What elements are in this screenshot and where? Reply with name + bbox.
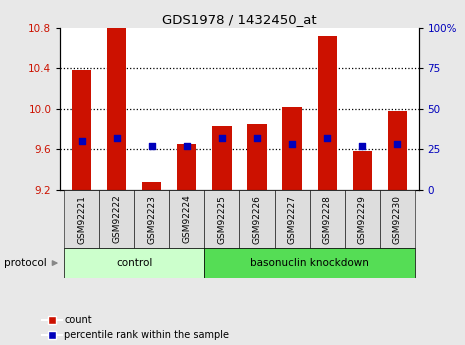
Bar <box>310 190 345 248</box>
Bar <box>72 70 91 190</box>
Point <box>288 141 296 147</box>
Bar <box>205 248 415 278</box>
Bar <box>239 190 274 248</box>
Bar <box>64 248 205 278</box>
Title: GDS1978 / 1432450_at: GDS1978 / 1432450_at <box>162 13 317 27</box>
Text: GSM92226: GSM92226 <box>252 195 261 244</box>
Bar <box>247 124 267 190</box>
Bar <box>99 190 134 248</box>
Text: basonuclin knockdown: basonuclin knockdown <box>250 258 369 268</box>
Bar <box>177 144 197 190</box>
Text: GSM92222: GSM92222 <box>112 195 121 244</box>
Point <box>218 135 226 141</box>
Bar <box>274 190 310 248</box>
Text: control: control <box>116 258 153 268</box>
Point <box>394 141 401 147</box>
Text: GSM92228: GSM92228 <box>323 195 332 244</box>
Bar <box>212 126 232 190</box>
Bar <box>345 190 380 248</box>
Text: GSM92224: GSM92224 <box>182 195 191 244</box>
Bar <box>169 190 205 248</box>
Text: GSM92229: GSM92229 <box>358 195 367 244</box>
Text: GSM92227: GSM92227 <box>288 195 297 244</box>
Text: GSM92223: GSM92223 <box>147 195 156 244</box>
Bar <box>380 190 415 248</box>
Bar <box>352 151 372 190</box>
Point <box>324 135 331 141</box>
Point <box>359 143 366 149</box>
Text: GSM92230: GSM92230 <box>393 195 402 244</box>
Point <box>113 135 120 141</box>
Text: GSM92225: GSM92225 <box>218 195 226 244</box>
Text: GSM92221: GSM92221 <box>77 195 86 244</box>
Bar <box>134 190 169 248</box>
Point <box>148 143 155 149</box>
Bar <box>142 182 161 190</box>
Bar <box>107 28 126 190</box>
Text: protocol: protocol <box>4 258 46 268</box>
Bar <box>64 190 99 248</box>
Point <box>253 135 261 141</box>
Bar <box>318 36 337 190</box>
Bar <box>282 107 302 190</box>
Bar <box>388 111 407 190</box>
Point <box>78 138 85 144</box>
Point <box>183 143 191 149</box>
Bar <box>205 190 239 248</box>
Legend: count, percentile rank within the sample: count, percentile rank within the sample <box>42 315 229 340</box>
